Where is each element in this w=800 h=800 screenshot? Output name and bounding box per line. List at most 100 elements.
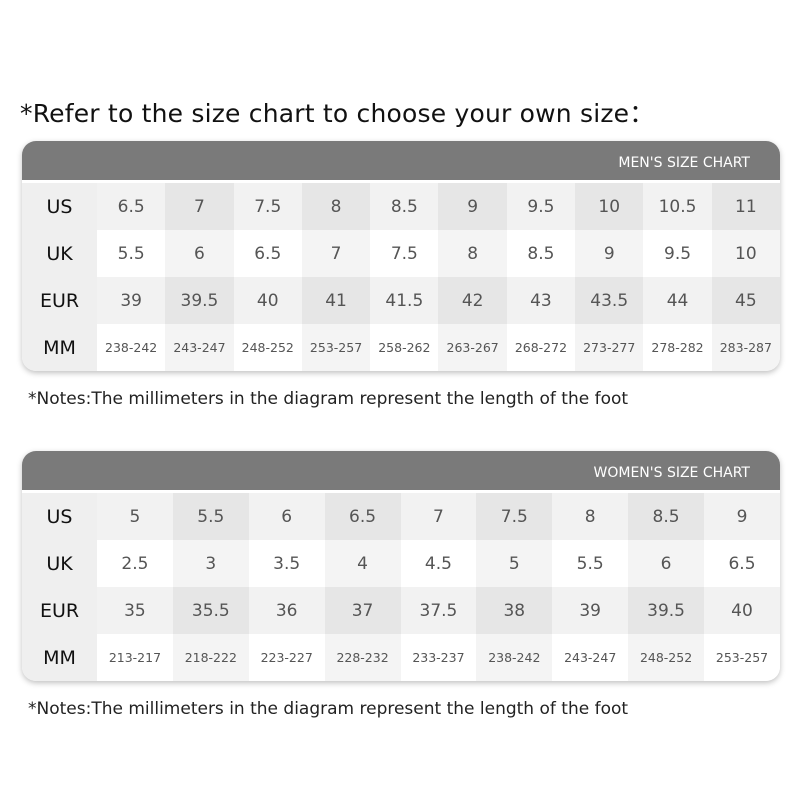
size-cell: 39 <box>97 277 166 324</box>
size-cell: 45 <box>711 277 780 324</box>
size-cell: 7.5 <box>233 183 302 230</box>
women-row-us: US 5 5.5 6 6.5 7 7.5 8 8.5 9 <box>22 493 780 540</box>
womens-note: *Notes:The millimeters in the diagram re… <box>28 699 629 719</box>
mens-note: *Notes:The millimeters in the diagram re… <box>28 389 629 409</box>
size-cell: 7.5 <box>370 230 439 277</box>
women-row-mm: MM 213-217 218-222 223-227 228-232 233-237 238… <box>22 634 780 681</box>
row-label: EUR <box>22 277 97 324</box>
size-cell: 7.5 <box>476 493 553 540</box>
row-label: UK <box>22 230 97 277</box>
size-cell: 40 <box>704 587 780 634</box>
size-cell: 36 <box>248 587 325 634</box>
size-cell: 238-242 <box>476 634 553 681</box>
size-cell: 6 <box>628 540 704 587</box>
row-label: EUR <box>22 587 97 634</box>
size-cell: 7 <box>165 183 234 230</box>
size-cell: 8 <box>552 493 629 540</box>
womens-size-chart: WOMEN'S SIZE CHART US 5 5.5 6 6.5 7 7.5 8 8.5 9 UK… <box>22 451 780 681</box>
size-cell: 11 <box>711 183 780 230</box>
size-cell: 35 <box>97 587 173 634</box>
size-cell: 2.5 <box>97 540 173 587</box>
size-cell: 7 <box>400 493 477 540</box>
size-cell: 4.5 <box>400 540 477 587</box>
womens-size-table: US 5 5.5 6 6.5 7 7.5 8 8.5 9 UK 2.5 3 3.5 4 4.5 5 5.5 6 6.5… <box>22 493 780 681</box>
size-cell: 42 <box>438 277 507 324</box>
size-cell: 6.5 <box>97 183 166 230</box>
size-cell: 253-257 <box>704 634 780 681</box>
size-cell: 6 <box>165 230 234 277</box>
size-cell: 233-237 <box>400 634 477 681</box>
size-cell: 9.5 <box>643 230 712 277</box>
size-cell: 39.5 <box>628 587 704 634</box>
women-row-eur: EUR 35 35.5 36 37 37.5 38 39 39.5 40 <box>22 587 780 634</box>
size-cell: 38 <box>476 587 553 634</box>
size-cell: 263-267 <box>438 324 507 371</box>
size-cell: 39.5 <box>165 277 234 324</box>
size-cell: 278-282 <box>643 324 712 371</box>
size-cell: 5.5 <box>97 230 166 277</box>
size-cell: 248-252 <box>628 634 704 681</box>
size-cell: 6.5 <box>233 230 302 277</box>
mens-size-chart: MEN'S SIZE CHART US 6.5 7 7.5 8 8.5 9 9.5 10 10.5… <box>22 141 780 371</box>
size-cell: 4 <box>324 540 401 587</box>
men-row-uk: UK 5.5 6 6.5 7 7.5 8 8.5 9 9.5 10 <box>22 230 780 277</box>
mens-size-table: US 6.5 7 7.5 8 8.5 9 9.5 10 10.5 11 UK 5.5 6 6.5 7 7.5 8 8… <box>22 183 780 371</box>
size-cell: 44 <box>643 277 712 324</box>
row-label: MM <box>22 324 97 371</box>
size-cell: 10 <box>711 230 780 277</box>
size-cell: 6.5 <box>324 493 401 540</box>
size-cell: 6.5 <box>704 540 780 587</box>
size-cell: 3.5 <box>248 540 325 587</box>
size-cell: 41 <box>301 277 371 324</box>
size-cell: 43.5 <box>575 277 644 324</box>
size-cell: 6 <box>248 493 325 540</box>
size-cell: 223-227 <box>248 634 325 681</box>
size-cell: 218-222 <box>172 634 249 681</box>
size-cell: 9 <box>575 230 644 277</box>
men-row-mm: MM 238-242 243-247 248-252 253-257 258-262 263… <box>22 324 780 371</box>
size-cell: 41.5 <box>370 277 439 324</box>
size-cell: 10.5 <box>643 183 712 230</box>
size-cell: 43 <box>506 277 576 324</box>
men-row-us: US 6.5 7 7.5 8 8.5 9 9.5 10 10.5 11 <box>22 183 780 230</box>
size-cell: 39 <box>552 587 629 634</box>
size-cell: 253-257 <box>301 324 371 371</box>
size-cell: 5.5 <box>172 493 249 540</box>
size-cell: 258-262 <box>370 324 439 371</box>
size-cell: 7 <box>301 230 371 277</box>
size-cell: 3 <box>172 540 249 587</box>
size-cell: 9 <box>438 183 507 230</box>
row-label: US <box>22 493 97 540</box>
size-cell: 40 <box>233 277 302 324</box>
size-cell: 10 <box>575 183 644 230</box>
page-title: *Refer to the size chart to choose your … <box>20 99 655 128</box>
size-cell: 8 <box>438 230 507 277</box>
size-cell: 268-272 <box>506 324 576 371</box>
size-cell: 8.5 <box>370 183 439 230</box>
size-cell: 238-242 <box>97 324 166 371</box>
size-cell: 228-232 <box>324 634 401 681</box>
size-cell: 213-217 <box>97 634 173 681</box>
mens-chart-header: MEN'S SIZE CHART <box>22 141 780 183</box>
size-cell: 9 <box>704 493 780 540</box>
womens-chart-header: WOMEN'S SIZE CHART <box>22 451 780 493</box>
size-cell: 37 <box>324 587 401 634</box>
size-cell: 9.5 <box>506 183 576 230</box>
size-cell: 273-277 <box>575 324 644 371</box>
size-cell: 35.5 <box>172 587 249 634</box>
size-cell: 8 <box>301 183 371 230</box>
size-cell: 5 <box>97 493 173 540</box>
row-label: MM <box>22 634 97 681</box>
size-cell: 243-247 <box>552 634 629 681</box>
size-cell: 5.5 <box>552 540 629 587</box>
row-label: UK <box>22 540 97 587</box>
size-cell: 248-252 <box>233 324 302 371</box>
size-cell: 5 <box>476 540 553 587</box>
size-cell: 8.5 <box>506 230 576 277</box>
women-row-uk: UK 2.5 3 3.5 4 4.5 5 5.5 6 6.5 <box>22 540 780 587</box>
row-label: US <box>22 183 97 230</box>
men-row-eur: EUR 39 39.5 40 41 41.5 42 43 43.5 44 45 <box>22 277 780 324</box>
size-cell: 283-287 <box>711 324 780 371</box>
size-cell: 243-247 <box>165 324 234 371</box>
size-cell: 37.5 <box>400 587 477 634</box>
